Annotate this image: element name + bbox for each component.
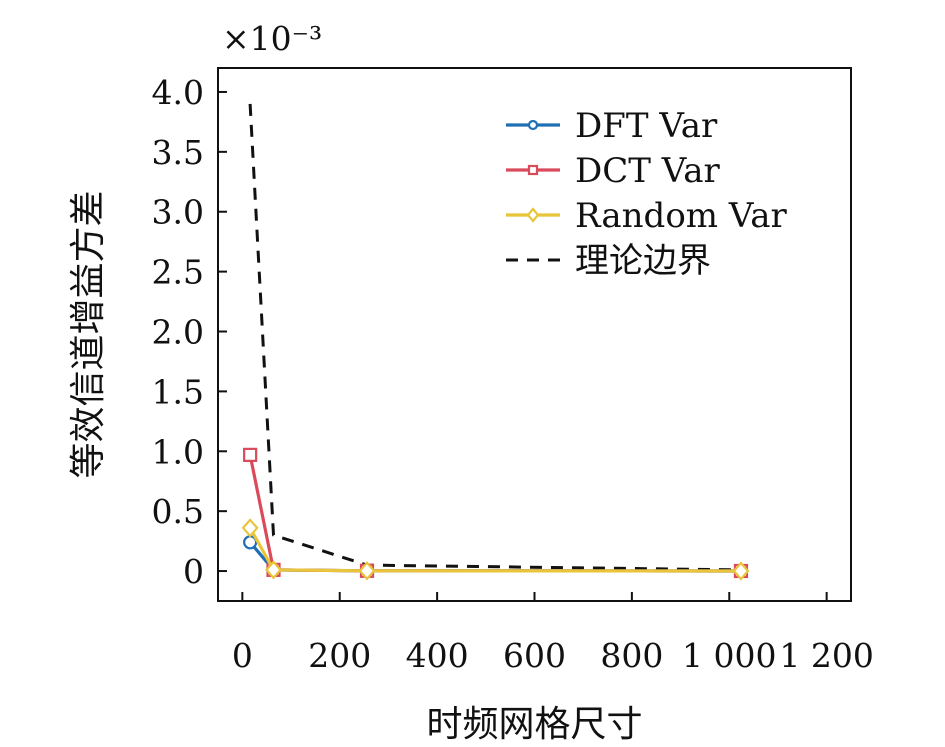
y-tick-label: 3.0 bbox=[152, 193, 204, 232]
y-tick-label: 1.0 bbox=[152, 432, 204, 471]
y-tick-label: 3.5 bbox=[152, 133, 204, 172]
x-tick-label: 800 bbox=[600, 636, 663, 675]
plot-layer: 0 0.5 1.0 1.5 2.0 2.5 3.0 3.5 4.0 0 200 400 600 800 1 … bbox=[68, 19, 874, 745]
x-tick-label: 200 bbox=[308, 636, 371, 675]
x-tick-label: 0 bbox=[232, 636, 253, 675]
series-1-point bbox=[243, 447, 258, 462]
y-tick-label: 2.5 bbox=[152, 253, 204, 292]
series-line-3 bbox=[248, 103, 742, 572]
series-2-point bbox=[241, 518, 259, 538]
x-tick-label: 400 bbox=[406, 636, 469, 675]
plot-frame bbox=[217, 67, 852, 602]
series-line-2 bbox=[248, 527, 742, 573]
series-line-1 bbox=[248, 454, 742, 573]
legend-label: DFT Var bbox=[575, 106, 718, 146]
y-tick-label: 0.5 bbox=[152, 492, 204, 531]
x-tick-label: 1 200 bbox=[779, 636, 873, 675]
y-tick-label: 4.0 bbox=[152, 73, 204, 112]
x-tick-label: 600 bbox=[503, 636, 566, 675]
series-2-point bbox=[358, 561, 376, 581]
legend-marker bbox=[526, 207, 540, 223]
legend-label: Random Var bbox=[575, 196, 788, 236]
legend-marker bbox=[527, 119, 539, 131]
y-tick-label: 0 bbox=[183, 552, 204, 591]
series-2-point bbox=[732, 561, 750, 581]
x-tick-label: 1 000 bbox=[682, 636, 776, 675]
legend-marker bbox=[527, 164, 539, 176]
legend-label: DCT Var bbox=[575, 151, 720, 191]
x-axis-title: 时频网格尺寸 bbox=[426, 704, 642, 745]
y-tick-label: 1.5 bbox=[152, 372, 204, 411]
series-2-point bbox=[265, 560, 282, 580]
y-tick-label: 2.0 bbox=[152, 313, 204, 352]
y-scale-note: ×10⁻³ bbox=[222, 19, 322, 58]
legend-label: 理论边界 bbox=[575, 241, 711, 281]
y-axis-title: 等效信道增益方差 bbox=[68, 190, 109, 478]
